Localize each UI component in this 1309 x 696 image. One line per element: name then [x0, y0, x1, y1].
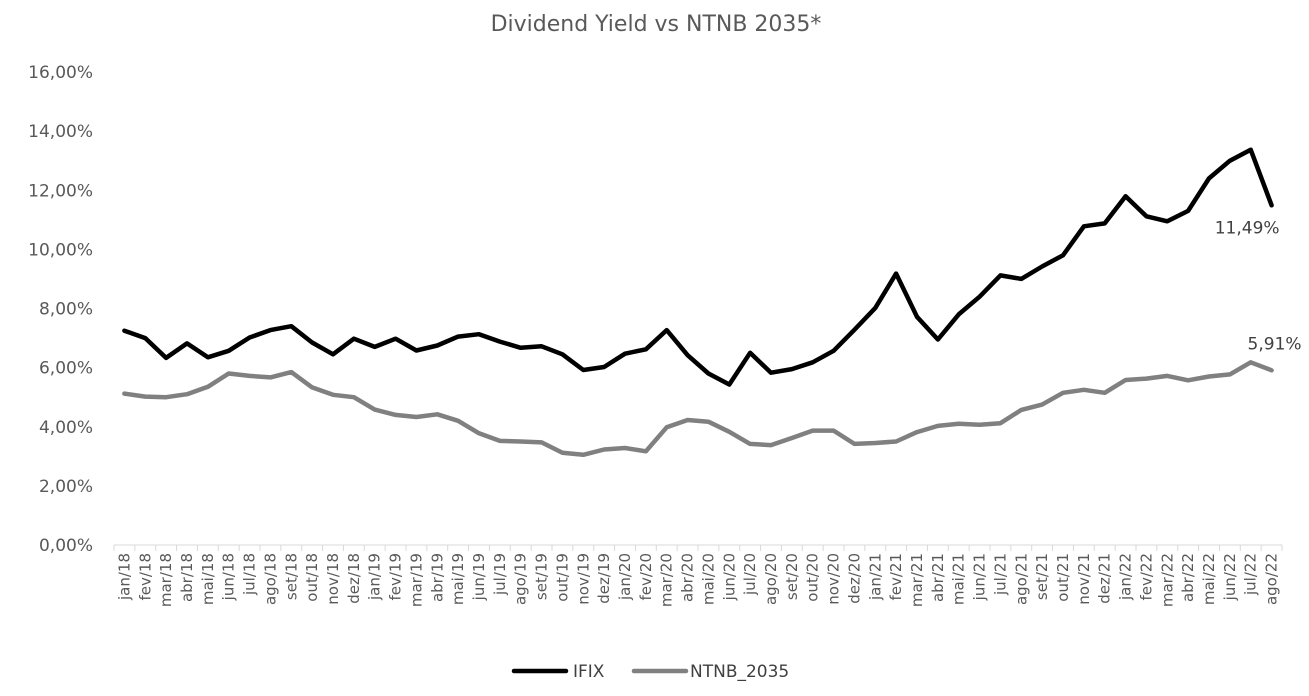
x-tick-label: abr/18: [178, 553, 196, 602]
x-tick-label: ago/20: [762, 553, 780, 605]
data-labels: 11,49% 5,91%: [1215, 218, 1302, 354]
x-tick-label: fev/19: [387, 553, 405, 601]
y-tick-label: 4,00%: [39, 418, 93, 438]
x-tick-label: mai/21: [950, 553, 968, 605]
x-tick-label: jan/21: [866, 553, 884, 601]
series-line-ntnb-2035: [122, 360, 1274, 458]
x-tick-label: ago/19: [512, 553, 530, 605]
x-tick-label: mai/19: [449, 553, 467, 605]
x-tick-label: jan/22: [1117, 553, 1135, 601]
x-tick-label: ago/21: [1012, 553, 1030, 605]
data-label-ifix: 11,49%: [1215, 218, 1280, 238]
x-tick-label: abr/20: [679, 553, 697, 602]
x-tick-label: set/21: [1033, 553, 1051, 600]
x-tick-label: jul/22: [1242, 553, 1260, 596]
series-line-ifix: [122, 147, 1274, 387]
x-tick-label: jun/19: [470, 553, 488, 601]
y-axis: 0,00% 2,00% 4,00% 6,00% 8,00% 10,00% 12,00% 14,…: [28, 63, 93, 556]
chart-title: Dividend Yield vs NTNB 2035*: [491, 12, 822, 37]
x-tick-label: mar/18: [157, 553, 175, 607]
series-layer: [122, 147, 1274, 458]
x-tick-label: jan/19: [366, 553, 384, 601]
y-tick-label: 2,00%: [39, 477, 93, 497]
x-tick-label: dez/21: [1096, 553, 1114, 604]
x-tick-label: fev/21: [887, 553, 905, 601]
y-tick-label: 0,00%: [39, 536, 93, 556]
x-tick-label: abr/21: [929, 553, 947, 602]
x-tick-label: mar/21: [908, 553, 926, 607]
y-tick-label: 14,00%: [28, 122, 93, 142]
x-tick-label: dez/18: [345, 553, 363, 604]
x-axis: jan/18 fev/18 mar/18 abr/18 mai/18 jun/18 jul/…: [113, 544, 1283, 607]
x-tick-label: nov/20: [825, 553, 843, 605]
y-tick-label: 10,00%: [28, 240, 93, 260]
x-tick-label: mai/18: [199, 553, 217, 605]
x-tick-label: dez/19: [595, 553, 613, 604]
y-tick-label: 16,00%: [28, 63, 93, 83]
x-tick-label: mai/20: [699, 553, 717, 605]
y-tick-label: 8,00%: [39, 300, 93, 320]
x-tick-label: jul/18: [241, 553, 259, 596]
x-tick-label: dez/20: [845, 553, 863, 604]
x-tick-label: out/19: [553, 553, 571, 602]
x-tick-label: jun/21: [971, 553, 989, 601]
x-tick-label: mar/19: [407, 553, 425, 607]
x-tick-label: set/20: [783, 553, 801, 600]
x-tick-label: ago/18: [261, 553, 279, 605]
legend: IFIX NTNB_2035: [511, 662, 789, 682]
x-tick-label: out/21: [1054, 553, 1072, 602]
x-tick-label: jan/18: [115, 553, 133, 601]
x-tick-label: mai/22: [1200, 553, 1218, 605]
x-tick-label: ago/22: [1263, 553, 1281, 605]
x-tick-label: jun/20: [720, 553, 738, 601]
x-tick-label: jul/20: [741, 553, 759, 596]
x-tick-label: nov/21: [1075, 553, 1093, 605]
x-tick-label: nov/19: [574, 553, 592, 605]
x-tick-label: jul/19: [491, 553, 509, 596]
x-tick-label: out/18: [303, 553, 321, 602]
x-tick-label: fev/22: [1137, 553, 1155, 601]
x-tick-label: set/19: [533, 553, 551, 600]
x-tick-label: jan/20: [616, 553, 634, 601]
x-tick-label: abr/19: [428, 553, 446, 602]
x-tick-label: jul/21: [991, 553, 1009, 596]
x-tick-label: mar/20: [658, 553, 676, 607]
x-tick-label: abr/22: [1179, 553, 1197, 602]
x-tick-label: mar/22: [1158, 553, 1176, 607]
x-tick-label: fev/20: [637, 553, 655, 601]
x-tick-label: nov/18: [324, 553, 342, 605]
legend-label-ifix: IFIX: [573, 662, 605, 682]
x-tick-label: set/18: [282, 553, 300, 600]
legend-label-ntnb-2035: NTNB_2035: [690, 662, 789, 682]
data-label-ntnb-2035: 5,91%: [1248, 334, 1302, 354]
y-tick-label: 12,00%: [28, 181, 93, 201]
x-tick-label: out/20: [804, 553, 822, 602]
x-tick-label: jun/18: [220, 553, 238, 601]
x-tick-label: fev/18: [136, 553, 154, 601]
x-tick-label: jun/22: [1221, 553, 1239, 601]
y-tick-label: 6,00%: [39, 359, 93, 379]
